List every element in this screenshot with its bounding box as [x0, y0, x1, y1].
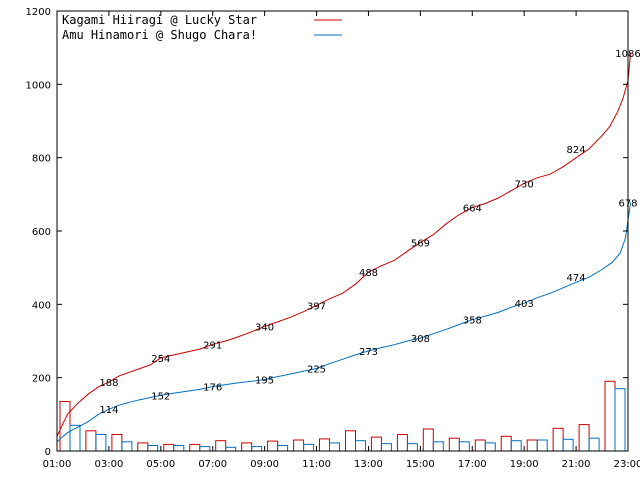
cumulative-lines	[56, 52, 632, 443]
data-label-amu-403: 403	[515, 299, 534, 310]
data-label-kagami-254: 254	[151, 354, 170, 365]
data-label-amu-308: 308	[411, 334, 430, 345]
y-tick-label-800: 800	[32, 154, 51, 165]
data-label-kagami-291: 291	[203, 340, 222, 351]
y-tick-label-1200: 1200	[26, 7, 51, 18]
data-label-kagami-188: 188	[99, 378, 118, 389]
y-tick-label-0: 0	[45, 447, 51, 458]
legend-label-amu: Amu Hinamori @ Shugo Chara!	[62, 28, 257, 42]
data-label-amu-114: 114	[99, 405, 118, 416]
y-tick-label-600: 600	[32, 227, 51, 238]
y-tick-label-400: 400	[32, 300, 51, 311]
y-tick-label-1000: 1000	[26, 80, 51, 91]
x-tick-label-17:00: 17:00	[458, 459, 487, 470]
data-label-amu-225: 225	[307, 365, 326, 376]
x-tick-label-05:00: 05:00	[146, 459, 175, 470]
x-tick-label-13:00: 13:00	[354, 459, 383, 470]
axes: 0 200 400 600 800 1000 1200 01:00 03:00 05:00 07:0…	[26, 7, 640, 470]
data-label-amu-195: 195	[255, 376, 274, 387]
y-tick-label-200: 200	[32, 374, 51, 385]
x-tick-label-19:00: 19:00	[510, 459, 539, 470]
data-label-kagami-824: 824	[567, 145, 586, 156]
x-tick-label-07:00: 07:00	[198, 459, 227, 470]
x-tick-label-03:00: 03:00	[94, 459, 123, 470]
series-line-kagami	[56, 52, 632, 437]
data-label-amu-358: 358	[463, 316, 482, 327]
x-tick-label-15:00: 15:00	[406, 459, 435, 470]
series-line-amu	[56, 202, 632, 443]
x-tick-label-21:00: 21:00	[562, 459, 591, 470]
data-label-kagami-488: 488	[359, 268, 378, 279]
data-label-amu-176: 176	[203, 383, 222, 394]
x-tick-label-11:00: 11:00	[302, 459, 331, 470]
x-tick-label-01:00: 01:00	[43, 459, 72, 470]
data-label-kagami-569: 569	[411, 238, 430, 249]
data-label-amu-152: 152	[151, 391, 170, 402]
data-label-amu-474: 474	[567, 273, 586, 284]
x-tick-label-09:00: 09:00	[250, 459, 279, 470]
x-tick-label-23:00: 23:00	[614, 459, 640, 470]
data-label-amu-273: 273	[359, 347, 378, 358]
data-label-kagami-397: 397	[307, 301, 326, 312]
data-label-kagami-730: 730	[515, 179, 534, 190]
legend-label-kagami: Kagami Hiiragi @ Lucky Star	[62, 13, 257, 27]
data-label-kagami-664: 664	[463, 204, 482, 215]
data-label-kagami-340: 340	[255, 322, 274, 333]
